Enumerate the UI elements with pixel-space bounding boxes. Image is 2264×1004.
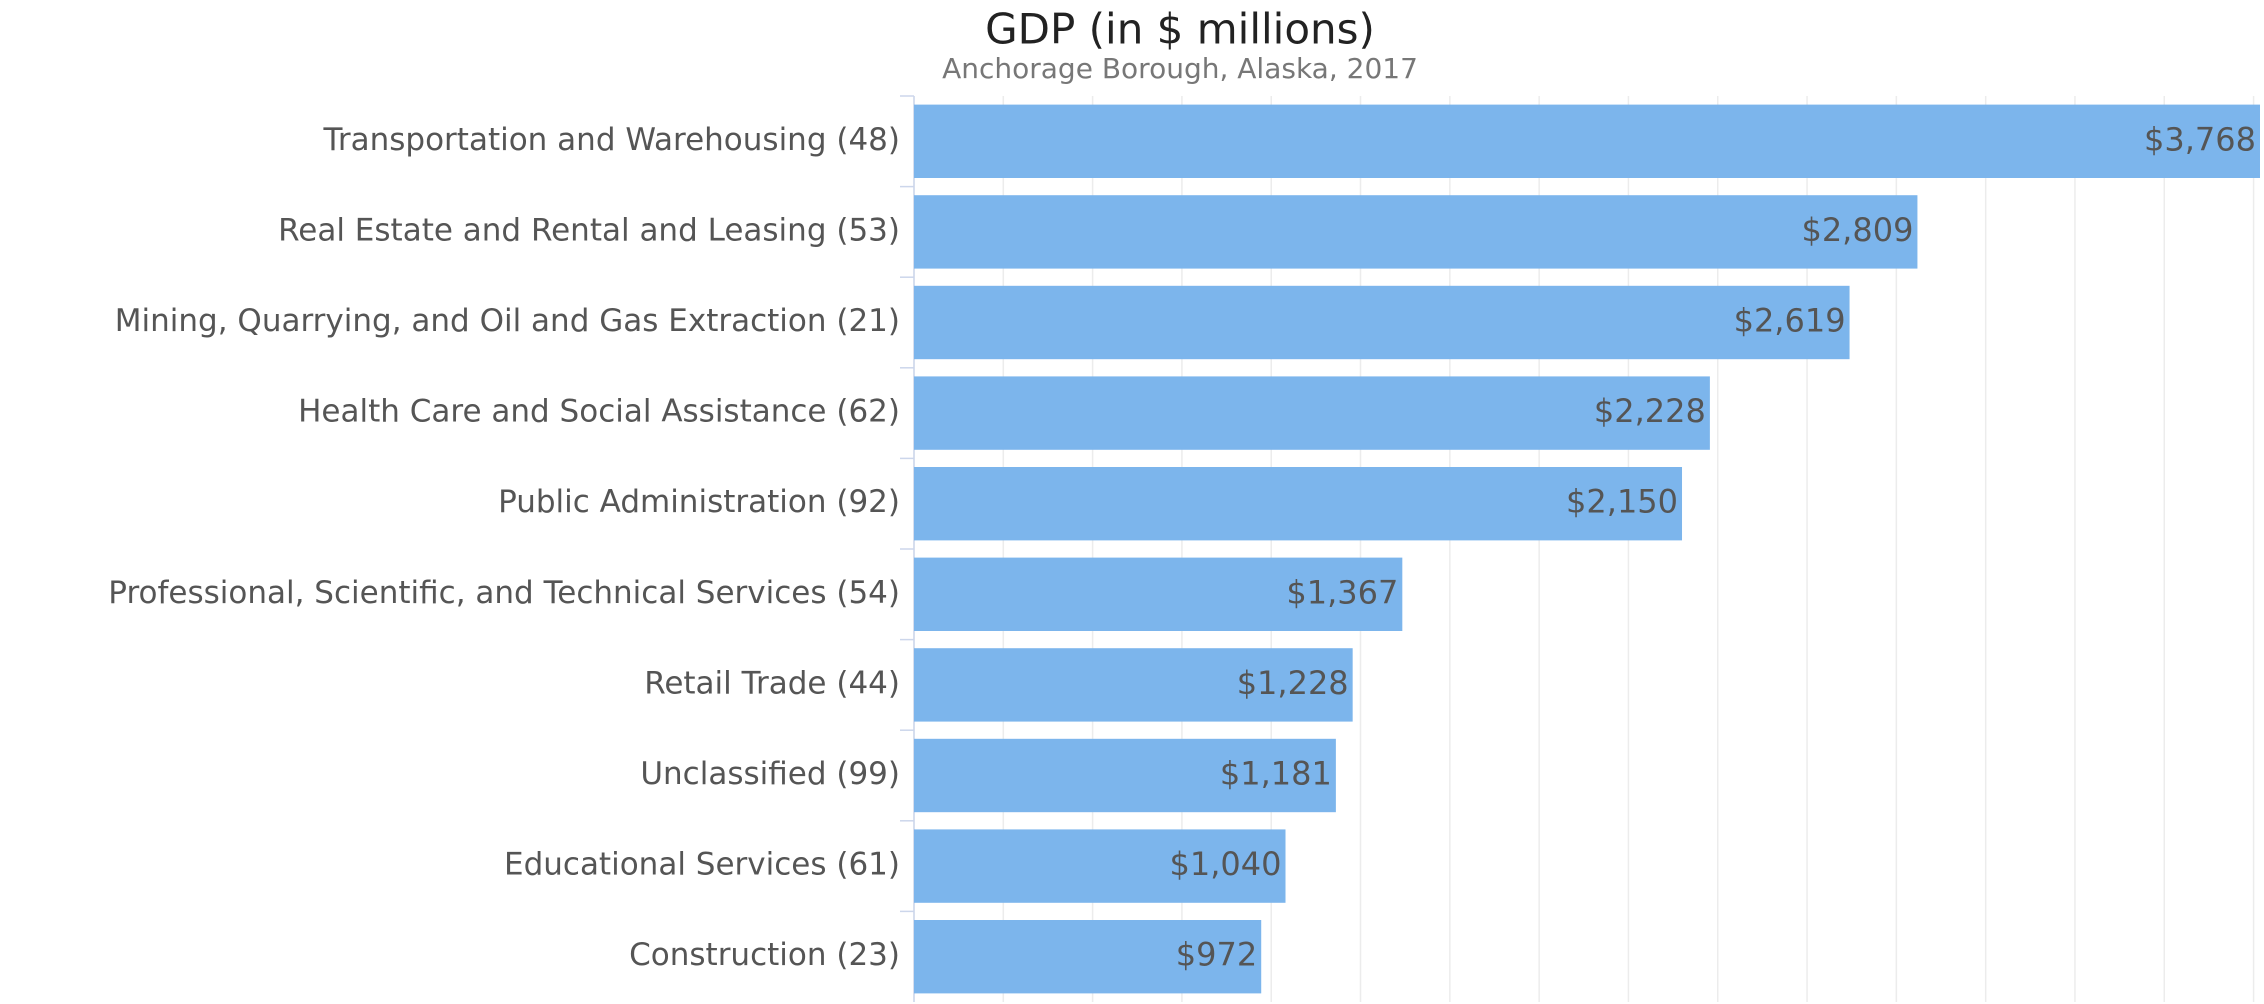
y-tick-label: Retail Trade (44) xyxy=(644,665,900,701)
chart-subtitle: Anchorage Borough, Alaska, 2017 xyxy=(942,52,1418,85)
bar xyxy=(914,829,1286,903)
y-tick-label: Professional, Scientific, and Technical … xyxy=(108,575,900,611)
bar xyxy=(914,467,1683,541)
data-label: $1,181 xyxy=(1220,755,1332,793)
y-tick-label: Public Administration (92) xyxy=(498,484,900,520)
data-label: $1,367 xyxy=(1286,573,1398,611)
bar xyxy=(914,920,1262,994)
y-tick-label: Construction (23) xyxy=(629,937,900,973)
data-label: $2,228 xyxy=(1594,392,1706,430)
bar xyxy=(914,376,1710,450)
data-label: $2,809 xyxy=(1801,211,1913,249)
data-label: $1,040 xyxy=(1170,845,1282,883)
data-label: $972 xyxy=(1176,936,1257,974)
data-label: $1,228 xyxy=(1237,664,1349,702)
y-tick-label: Real Estate and Rental and Leasing (53) xyxy=(278,212,900,248)
bar xyxy=(914,195,1918,269)
bar xyxy=(914,648,1353,722)
data-label: $2,619 xyxy=(1734,302,1846,340)
bar xyxy=(914,738,1336,813)
chart-title: GDP (in $ millions) xyxy=(985,5,1375,54)
y-tick-label: Health Care and Social Assistance (62) xyxy=(298,394,900,430)
y-tick-label: Transportation and Warehousing (48) xyxy=(322,122,900,158)
data-label: $2,150 xyxy=(1566,483,1678,521)
y-tick-label: Mining, Quarrying, and Oil and Gas Extra… xyxy=(115,303,900,339)
y-tick-label: Unclassified (99) xyxy=(640,756,900,792)
bar xyxy=(914,285,1850,360)
bar xyxy=(914,104,2260,178)
data-label: $3,768 xyxy=(2144,120,2256,158)
bar xyxy=(914,557,1403,631)
y-tick-label: Educational Services (61) xyxy=(504,847,900,883)
